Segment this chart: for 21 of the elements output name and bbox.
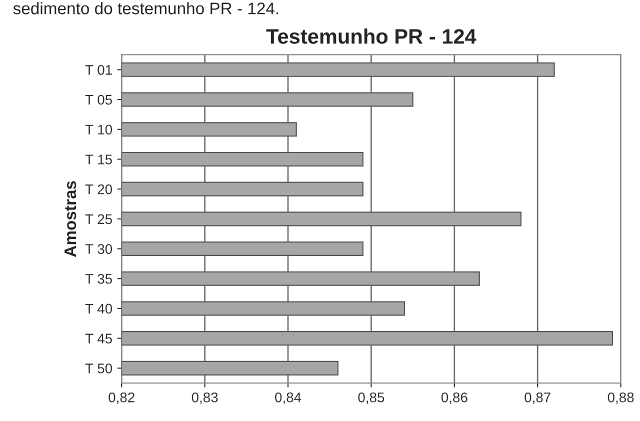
y-tick-label: T 20 <box>85 184 112 194</box>
y-axis-title: Amostras <box>64 181 76 257</box>
y-tick-label: T 10 <box>85 124 112 135</box>
chart-title: Testemunho PR - 124 <box>266 28 476 44</box>
x-tick-label: 0,83 <box>192 392 218 404</box>
y-tick-label: T 35 <box>85 274 112 284</box>
x-tick-label: 0,87 <box>524 392 550 404</box>
y-tick-label: T 25 <box>85 214 112 224</box>
y-tick-label: T 05 <box>85 94 112 105</box>
y-tick-label: T 01 <box>85 64 112 75</box>
y-tick-label: T 45 <box>85 334 112 344</box>
x-tick-label: 0,84 <box>275 392 302 404</box>
x-tick-label: 0,85 <box>358 392 384 404</box>
y-tick-label: T 40 <box>85 304 112 314</box>
x-tick-label: 0,82 <box>108 392 134 404</box>
y-tick-label: T 30 <box>85 244 112 254</box>
x-tick-label: 0,86 <box>441 392 468 404</box>
x-tick-label: 0,88 <box>608 392 634 404</box>
y-tick-label: T 50 <box>85 364 112 374</box>
y-tick-label: T 15 <box>85 154 112 164</box>
text: sedimento do testemunho PR - 124. <box>13 2 278 14</box>
